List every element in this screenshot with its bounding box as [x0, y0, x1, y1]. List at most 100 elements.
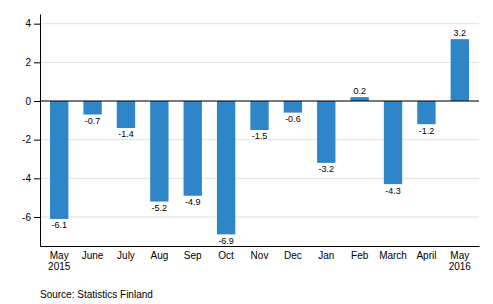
source-note: Source: Statistics Finland — [40, 289, 153, 300]
bar — [317, 101, 335, 163]
x-tick: June — [82, 250, 104, 261]
x-tick: April — [416, 250, 436, 261]
x-tick-label-line: May — [450, 250, 469, 261]
x-tick: Dec — [284, 250, 302, 261]
x-tick-label-line: May — [50, 250, 69, 261]
bar — [350, 97, 368, 101]
x-tick-label-line: Feb — [351, 250, 369, 261]
x-axis: May2015JuneJulyAugSepOctNovDecJanFebMarc… — [41, 247, 480, 273]
x-tick-label-line: 2016 — [449, 261, 472, 272]
y-tick: -4 — [22, 173, 40, 184]
x-tick-label: Nov — [251, 250, 269, 261]
bar — [184, 101, 202, 196]
y-tick-label: -4 — [22, 173, 31, 184]
bar — [451, 39, 469, 101]
grid-line — [40, 217, 479, 218]
zero-line — [40, 101, 479, 102]
y-tick: 4 — [25, 18, 40, 29]
data-label: -5.2 — [152, 203, 168, 213]
x-tick-label: May2015 — [48, 250, 71, 272]
grid-line — [40, 178, 479, 179]
grid — [40, 24, 479, 217]
x-tick-label: June — [82, 250, 104, 261]
y-tick-mark — [34, 101, 40, 102]
x-tick: Sep — [184, 250, 202, 261]
data-label: -4.9 — [185, 197, 201, 207]
grid-line — [40, 23, 479, 24]
y-tick-label: 2 — [25, 57, 31, 68]
x-tick: Oct — [218, 250, 234, 261]
x-tick-label-line: Nov — [251, 250, 269, 261]
y-tick-mark — [34, 140, 40, 141]
x-tick: Aug — [150, 250, 168, 261]
x-tick-label-line: Sep — [184, 250, 202, 261]
grid-line — [40, 62, 479, 63]
x-tick-label-line: Aug — [150, 250, 168, 261]
x-tick-label: Sep — [184, 250, 202, 261]
x-axis-line — [41, 246, 480, 247]
data-label: -4.3 — [385, 186, 401, 196]
bar — [117, 101, 135, 128]
chart: -6-4-2024May2015JuneJulyAugSepOctNovDecJ… — [0, 0, 493, 304]
bar — [50, 101, 68, 219]
bars — [50, 39, 469, 234]
data-label: -3.2 — [319, 164, 335, 174]
x-tick-label: Aug — [150, 250, 168, 261]
x-tick-label: March — [379, 250, 407, 261]
x-tick: May2016 — [449, 250, 472, 272]
data-label: -0.7 — [85, 116, 101, 126]
bar — [217, 101, 235, 234]
x-tick-label: Dec — [284, 250, 302, 261]
x-tick-label: Jan — [318, 250, 334, 261]
y-tick-label: -2 — [22, 134, 31, 145]
data-label: -0.6 — [285, 114, 301, 124]
x-tick-label-line: Oct — [218, 250, 234, 261]
data-label: -6.9 — [218, 236, 234, 246]
bar — [83, 101, 101, 115]
data-label: 3.2 — [454, 28, 467, 38]
y-tick: 0 — [25, 96, 40, 107]
x-tick-label-line: June — [82, 250, 104, 261]
x-tick-label-line: Jan — [318, 250, 334, 261]
x-tick-label-line: March — [379, 250, 407, 261]
bar — [150, 101, 168, 202]
bar — [250, 101, 268, 130]
data-label: -1.2 — [419, 126, 435, 136]
x-tick-label-line: July — [117, 250, 135, 261]
data-label: 0.2 — [353, 86, 366, 96]
plot-area: -6-4-2024May2015JuneJulyAugSepOctNovDecJ… — [22, 15, 479, 273]
x-tick: May2015 — [48, 250, 71, 272]
x-tick: Feb — [351, 250, 369, 261]
y-axis-line — [40, 15, 41, 247]
y-tick: -6 — [22, 212, 40, 223]
x-tick-label-line: 2015 — [48, 261, 71, 272]
data-label: -1.5 — [252, 131, 268, 141]
data-label: -1.4 — [118, 129, 134, 139]
grid-line — [40, 101, 479, 102]
x-tick-label: July — [117, 250, 135, 261]
data-label: -6.1 — [51, 220, 67, 230]
y-tick-label: 0 — [25, 96, 31, 107]
y-tick-label: 4 — [25, 18, 31, 29]
y-tick-label: -6 — [22, 212, 31, 223]
data-labels: -6.1 -0.7 -1.4 -5.2 -4.9 -6.9 -1.5 -0.6 -3.2 0.2 -… — [51, 28, 466, 246]
x-tick-label-line: Dec — [284, 250, 302, 261]
x-tick-label: April — [416, 250, 436, 261]
x-tick: March — [379, 250, 407, 261]
y-tick: 2 — [25, 57, 40, 68]
x-tick-label: May2016 — [449, 250, 472, 272]
y-axis: -6 -4 -2 0 2 4 — [22, 15, 40, 247]
y-tick-mark — [34, 24, 40, 25]
y-tick-mark — [34, 178, 40, 179]
x-tick: July — [117, 250, 135, 261]
y-tick-mark — [34, 217, 40, 218]
x-tick: Nov — [251, 250, 269, 261]
x-tick: Jan — [318, 250, 334, 261]
bar — [384, 101, 402, 184]
y-tick-mark — [34, 62, 40, 63]
x-tick-label: Oct — [218, 250, 234, 261]
y-tick: -2 — [22, 134, 40, 145]
bar — [417, 101, 435, 124]
x-tick-label: Feb — [351, 250, 369, 261]
bar — [284, 101, 302, 113]
